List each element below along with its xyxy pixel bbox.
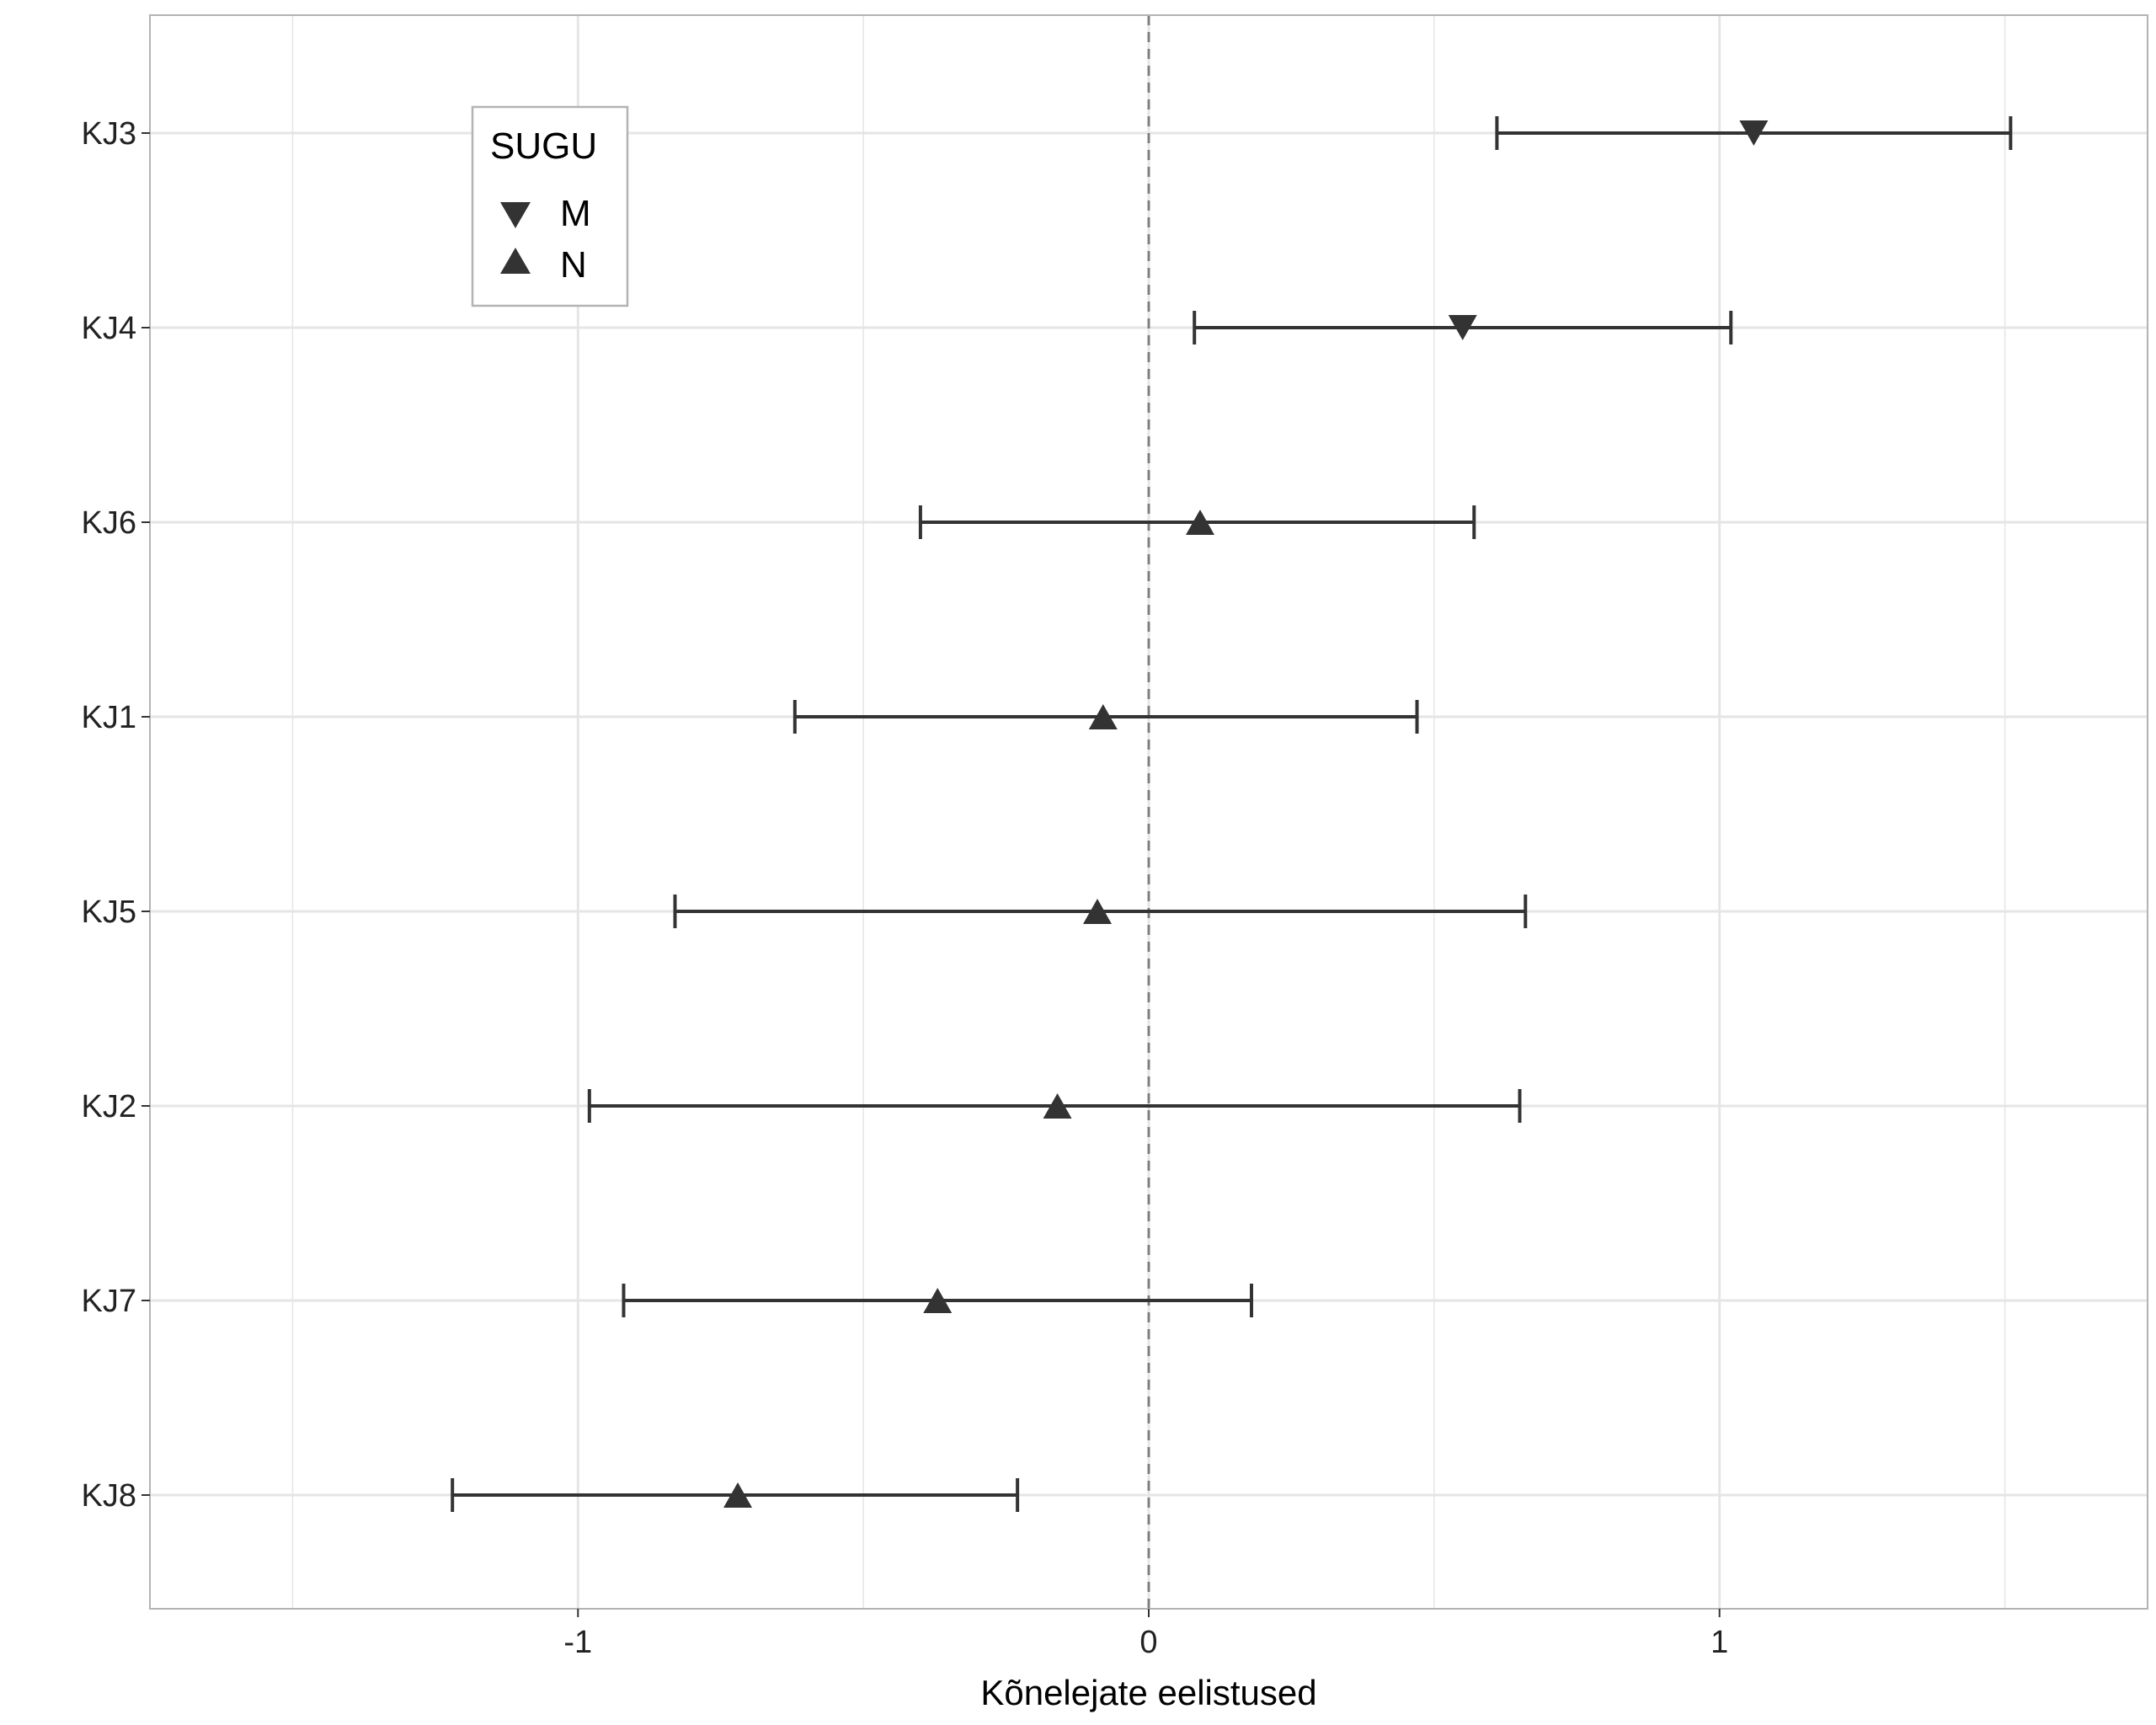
y-tick-label: KJ3	[82, 116, 136, 152]
legend-label-n: N	[560, 244, 587, 286]
point-marker-n	[1185, 510, 1214, 535]
legend: SUGU M N	[471, 105, 629, 307]
legend-title: SUGU	[490, 126, 597, 167]
point-marker-m	[1739, 120, 1769, 146]
point-marker-n	[923, 1288, 953, 1313]
point-marker-m	[1448, 315, 1477, 340]
x-tick-label: 0	[1139, 1625, 1157, 1660]
y-tick-label: KJ8	[82, 1478, 136, 1514]
x-tick-label: 1	[1710, 1625, 1728, 1660]
marks-layer	[451, 116, 2013, 1512]
point-marker-n	[1083, 899, 1113, 924]
triangle-up-icon	[500, 248, 531, 274]
y-tick-label: KJ7	[82, 1284, 136, 1319]
point-marker-n	[1043, 1093, 1072, 1119]
point-marker-n	[1088, 704, 1118, 729]
legend-box	[471, 105, 629, 307]
legend-label-m: M	[560, 193, 591, 234]
x-axis-title: Kõnelejate eelistused	[980, 1673, 1316, 1712]
y-tick-label: KJ4	[82, 311, 136, 346]
triangle-down-icon	[500, 202, 531, 228]
x-tick-label: -1	[563, 1625, 592, 1660]
y-tick-label: KJ5	[82, 895, 136, 930]
y-tick-label: KJ2	[82, 1089, 136, 1124]
y-tick-label: KJ6	[82, 505, 136, 541]
point-marker-n	[723, 1482, 753, 1508]
y-tick-label: KJ1	[82, 700, 136, 735]
axes-layer: KJ3 KJ4 KJ6 KJ1 KJ5 KJ2 KJ7 KJ8 -1 0 1	[82, 116, 1729, 1660]
